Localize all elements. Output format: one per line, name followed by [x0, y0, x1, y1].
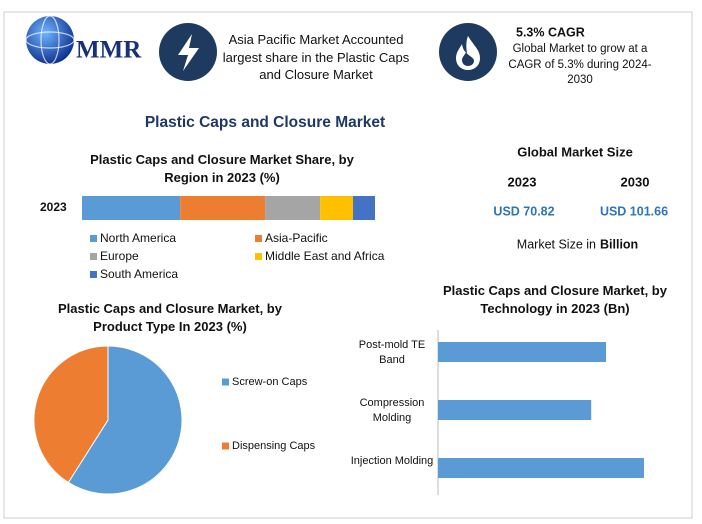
y-tick-label: Post-mold TE Band [358, 339, 426, 367]
legend-label: Dispensing Caps [232, 440, 316, 452]
flame [456, 36, 480, 70]
legend-label: South America [100, 267, 178, 281]
y-tick-label: 2023 [40, 200, 67, 214]
bar-segment [180, 196, 266, 220]
size-value: USD 70.82 [493, 204, 554, 218]
bar-segment [82, 196, 181, 220]
logo-ring [25, 31, 75, 49]
legend-swatch [90, 271, 97, 278]
bar [438, 458, 644, 478]
legend-swatch [222, 378, 229, 386]
bar [438, 342, 607, 362]
cagr-text: Global Market to grow at a CAGR of 5.3% … [508, 43, 652, 87]
bar-segment [320, 196, 354, 220]
legend-swatch [222, 442, 229, 450]
legend-swatch [255, 253, 262, 260]
chart-title: Plastic Caps and Closure Market Share, b… [90, 152, 354, 185]
highlight-text: Asia Pacific Market Accounted largest sh… [222, 32, 410, 83]
cagr-title: 5.3% CAGR [516, 25, 585, 39]
size-year: 2030 [621, 174, 650, 189]
size-unit: Billion [600, 237, 638, 251]
logo-globe [26, 16, 74, 64]
size-title: Global Market Size [517, 144, 633, 159]
chart-title: Plastic Caps and Closure Market, by Prod… [58, 301, 282, 334]
bar [438, 400, 592, 420]
legend-swatch [90, 253, 97, 260]
pie-slice [33, 345, 109, 484]
bolt [178, 34, 199, 71]
pie-slice [67, 345, 183, 495]
chart-title: Plastic Caps and Closure Market, by Tech… [443, 283, 667, 316]
main-title: Plastic Caps and Closure Market [145, 114, 385, 131]
legend-swatch [90, 235, 97, 242]
logo-ring [40, 15, 60, 65]
legend-label: Screw-on Caps [232, 376, 308, 388]
y-tick-label: Compression Molding [359, 397, 425, 425]
legend-label: Asia-Pacific [265, 231, 328, 245]
flame-inner [462, 52, 474, 66]
legend-swatch [255, 235, 262, 242]
frame [3, 11, 693, 519]
size-note: Market Size in [517, 237, 596, 251]
bar-segment [265, 196, 321, 220]
size-value: USD 101.66 [600, 204, 668, 218]
legend-label: Europe [100, 249, 139, 263]
logo-text: MMR [76, 37, 142, 64]
legend-label: North America [100, 231, 176, 245]
size-year: 2023 [508, 174, 537, 189]
bar-segment [353, 196, 375, 220]
y-tick-label: Injection Molding [350, 455, 434, 467]
legend-label: Middle East and Africa [265, 249, 385, 263]
